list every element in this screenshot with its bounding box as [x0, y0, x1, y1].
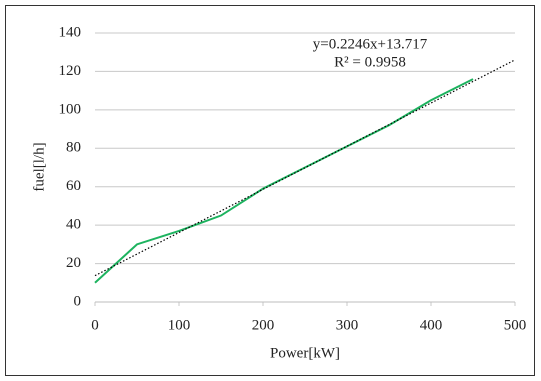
y-tick-label: 20 [66, 255, 81, 271]
y-tick-label: 120 [59, 63, 82, 79]
x-tick-label: 400 [420, 317, 443, 333]
x-axis-label: Power[kW] [270, 345, 340, 361]
x-tick-label: 300 [336, 317, 359, 333]
y-tick-label: 80 [66, 140, 81, 156]
y-tick-label: 100 [59, 101, 82, 117]
chart-frame [5, 5, 535, 376]
data-line [94, 78, 474, 284]
x-tick-label: 0 [91, 317, 99, 333]
y-axis-label: fuel[l/h] [31, 142, 47, 191]
y-tick-label: 60 [66, 178, 81, 194]
trendline [94, 59, 516, 277]
equation: y=0.2246x+13.717 [313, 36, 428, 52]
y-tick-label: 0 [74, 293, 82, 309]
x-tick-label: 100 [168, 317, 191, 333]
r-squared: R² = 0.9958 [334, 54, 406, 70]
x-tick-label: 200 [252, 317, 275, 333]
y-tick-label: 40 [66, 217, 81, 233]
y-tick-label: 140 [59, 24, 82, 40]
x-tick-label: 500 [504, 317, 527, 333]
